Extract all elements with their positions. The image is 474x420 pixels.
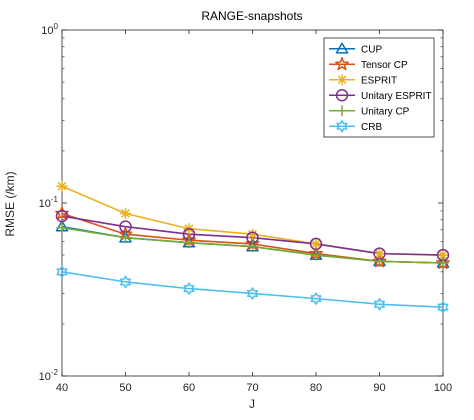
data-point-esprit — [310, 238, 322, 250]
data-point-crb — [56, 265, 68, 279]
data-point-esprit — [374, 248, 385, 260]
legend-label-tensor-cp: Tensor CP — [361, 60, 408, 71]
data-point-crb — [310, 292, 322, 305]
legend-label-esprit: ESPRIT — [361, 75, 397, 86]
data-point-unitary-cp — [374, 255, 385, 267]
data-point-crb — [373, 297, 386, 311]
data-point-unitary-esprit — [55, 209, 69, 223]
data-point-unitary-cp — [247, 241, 258, 253]
data-point-crb — [119, 275, 132, 289]
legend-label-unitary-esprit: Unitary ESPRIT — [361, 91, 432, 102]
legend-marker-cup — [335, 42, 349, 54]
data-point-esprit — [437, 249, 449, 261]
x-tick-label: 70 — [246, 382, 258, 394]
data-point-esprit — [56, 180, 68, 192]
legend-marker-crb — [336, 120, 348, 133]
legend-marker-unitary-esprit — [335, 89, 349, 102]
y-tick-exponent: -2 — [51, 368, 59, 377]
data-point-crb — [437, 300, 449, 314]
legend-label-crb: CRB — [361, 122, 382, 133]
x-tick-label: 80 — [310, 382, 322, 394]
legend-label-cup: CUP — [361, 44, 382, 55]
data-point-unitary-cp — [437, 257, 449, 269]
data-point-unitary-cp — [310, 249, 322, 261]
x-tick-label: 90 — [373, 382, 385, 394]
x-axis-label: J — [249, 397, 255, 411]
legend-label-unitary-cp: Unitary CP — [361, 106, 410, 117]
legend-marker-unitary-cp — [336, 105, 348, 117]
y-axis-label: RMSE (/km) — [3, 171, 17, 236]
series-line-crb — [61, 271, 444, 308]
y-tick-base: 10 — [39, 198, 51, 210]
x-tick-label: 50 — [119, 382, 131, 394]
data-point-tensor-cp — [55, 206, 69, 220]
y-tick-exponent: -1 — [51, 195, 59, 204]
data-point-unitary-esprit — [309, 237, 323, 251]
chart-title: RANGE-snapshots — [201, 9, 302, 23]
data-point-unitary-cp — [120, 232, 131, 244]
legend-marker-tensor-cp — [335, 57, 349, 71]
x-tick-label: 60 — [183, 382, 195, 394]
data-point-esprit — [247, 228, 258, 240]
data-point-unitary-esprit — [119, 220, 132, 233]
legend-marker-esprit — [336, 74, 348, 86]
y-tick-label: 100 — [41, 22, 58, 37]
data-point-crb — [183, 282, 195, 295]
data-point-esprit — [120, 207, 131, 219]
y-tick-base: 10 — [41, 25, 53, 37]
legend: CUP Tensor CP ESPRIT Unitary ESPRIT Unitary … — [323, 37, 435, 138]
data-point-crb — [246, 287, 259, 300]
y-tick-exponent: 0 — [54, 22, 59, 31]
x-tick-label: 100 — [434, 382, 452, 394]
data-point-unitary-cp — [56, 222, 68, 234]
y-tick-base: 10 — [39, 371, 51, 383]
y-tick-label: 10-1 — [39, 195, 59, 210]
y-tick-label: 10-2 — [39, 368, 59, 383]
data-point-unitary-cp — [183, 237, 195, 249]
x-tick-label: 40 — [56, 382, 68, 394]
